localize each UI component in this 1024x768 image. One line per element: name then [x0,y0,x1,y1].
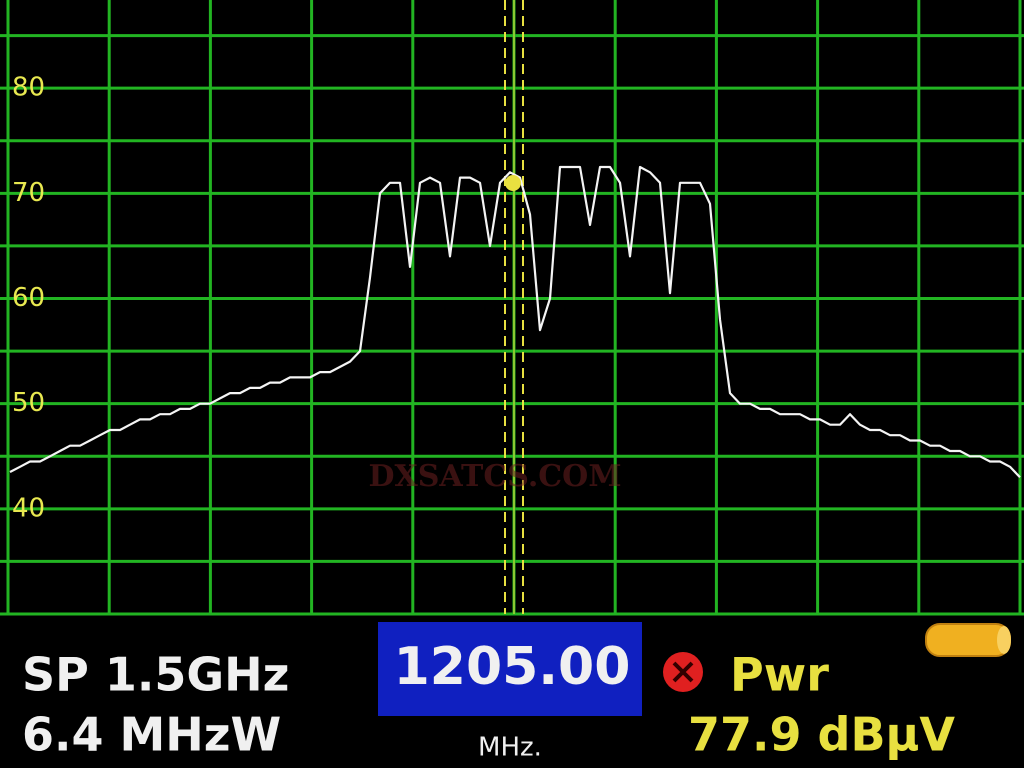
marker-dot [505,175,521,191]
span-label: 6.4 MHzW [22,708,281,762]
y-tick-label: 40 [12,493,45,523]
y-tick-label: 80 [12,73,45,103]
battery-cap [997,626,1011,654]
frequency-box [378,622,642,716]
mode-label: SP 1.5GHz [22,648,289,702]
plot: 405060708090 [0,0,1024,616]
watermark: DXSATCS.COM [368,459,621,494]
status-cross [672,661,694,683]
frequency-unit: MHz. [478,733,542,763]
power-value: 77.9 dBµV [688,708,955,762]
frequency-value: 1205.00 [394,637,631,697]
y-tick-label: 50 [12,388,45,418]
power-label: Pwr [730,648,829,702]
y-tick-label: 70 [12,178,45,208]
y-tick-label: 60 [12,283,45,313]
spectrum-trace [9,165,1021,479]
